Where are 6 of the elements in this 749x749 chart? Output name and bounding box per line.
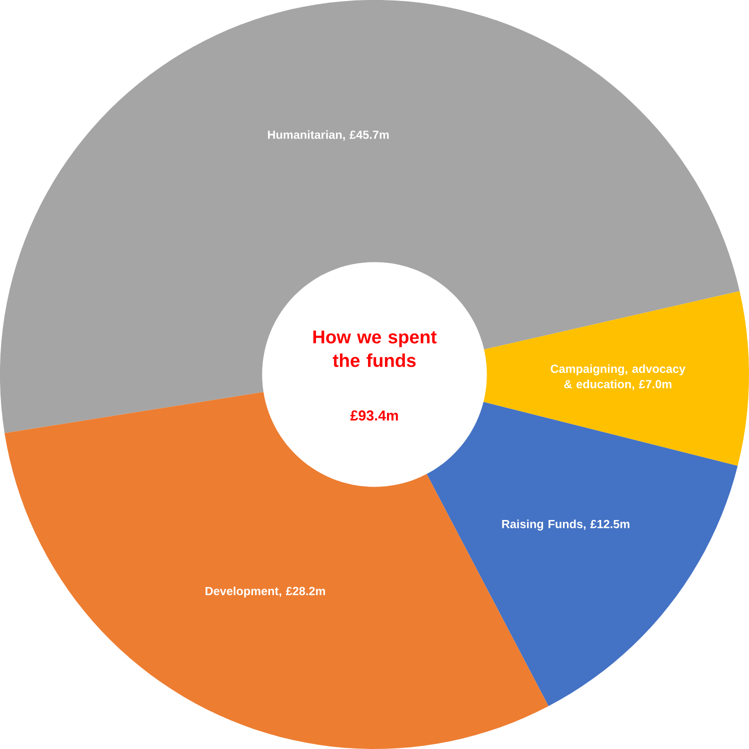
slice-label: Campaigning, advocacy & education, £7.0m bbox=[550, 364, 686, 390]
slice-label: Development, £28.2m bbox=[206, 586, 325, 598]
text: £93.4m bbox=[350, 410, 398, 421]
slice-label: Humanitarian, £45.7m bbox=[268, 130, 389, 141]
text: How we spent the funds bbox=[313, 330, 437, 367]
slice-label: Raising Funds, £12.5m bbox=[502, 520, 630, 531]
